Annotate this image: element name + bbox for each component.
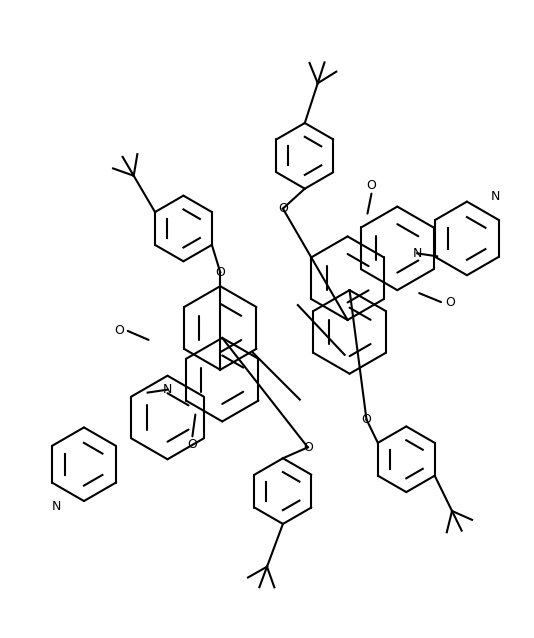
Text: N: N <box>51 500 61 512</box>
Text: N: N <box>491 190 500 203</box>
Text: O: O <box>445 295 455 309</box>
Text: O: O <box>366 179 376 191</box>
Text: O: O <box>278 202 288 215</box>
Text: O: O <box>362 413 372 426</box>
Text: O: O <box>303 441 313 454</box>
Text: O: O <box>114 325 124 338</box>
Text: O: O <box>187 438 198 451</box>
Text: O: O <box>215 266 225 279</box>
Text: N: N <box>413 247 422 260</box>
Text: N: N <box>163 383 172 396</box>
